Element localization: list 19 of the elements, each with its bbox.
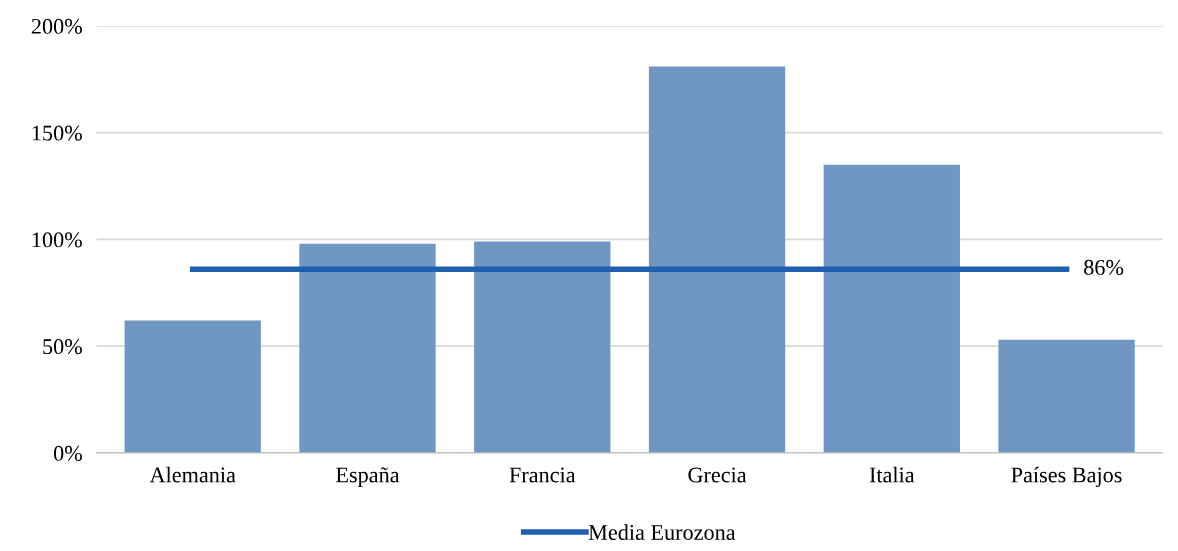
y-tick-label: 200% <box>31 18 82 34</box>
bar <box>998 339 1135 453</box>
bar <box>299 243 436 453</box>
y-tick-label: 150% <box>32 125 82 141</box>
x-tick-label: Francia <box>509 467 576 483</box>
x-tick-label: Grecia <box>688 467 747 483</box>
bar <box>648 66 786 453</box>
x-tick-label: Alemania <box>149 466 236 483</box>
y-tick-label: 50% <box>43 339 82 355</box>
data-label: 86% <box>1084 259 1124 275</box>
bar <box>823 164 960 453</box>
bar <box>474 241 611 453</box>
x-tick-label: Italia <box>869 466 915 483</box>
y-tick-label: 0% <box>53 445 82 461</box>
bar <box>124 320 261 453</box>
x-tick-label: España <box>336 467 400 487</box>
x-tick-label: Países Bajos <box>1011 466 1122 487</box>
y-tick-label: 100% <box>32 232 82 248</box>
legend-label: Media Eurozona <box>588 524 736 540</box>
